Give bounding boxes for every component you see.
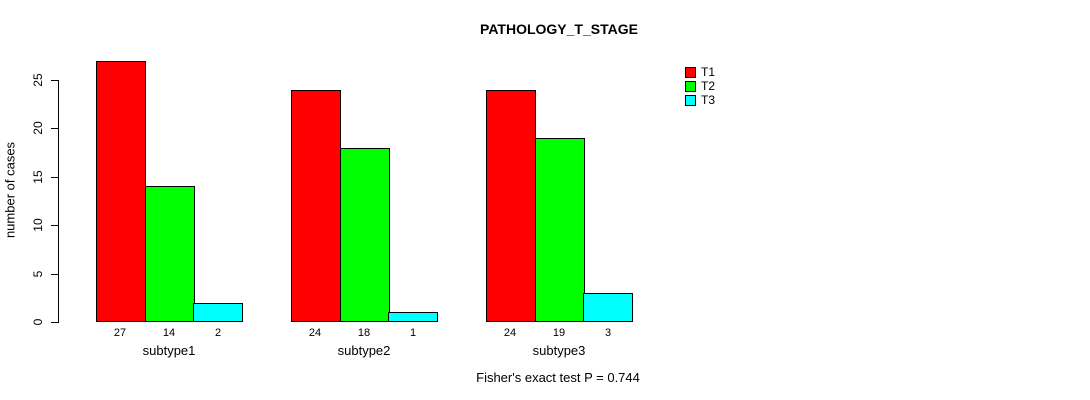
- bar-t3-subtype2: [388, 312, 438, 322]
- x-category-label: subtype3: [532, 343, 586, 358]
- y-tick: [51, 274, 58, 275]
- bar-value-label: 2: [214, 327, 222, 339]
- legend-swatch-t3: [685, 94, 696, 106]
- legend-item-t3: T3: [685, 93, 715, 107]
- legend-label: T3: [701, 93, 716, 107]
- bar-value-label: 14: [162, 327, 176, 339]
- fisher-test-caption: Fisher's exact test P = 0.744: [476, 370, 640, 385]
- legend-item-t1: T1: [685, 65, 715, 79]
- y-tick-label: 20: [31, 121, 45, 135]
- bar-value-label: 24: [503, 327, 517, 339]
- bar-t2-subtype2: [340, 148, 390, 322]
- x-category-label: subtype2: [337, 343, 391, 358]
- legend-item-t2: T2: [685, 79, 715, 93]
- bar-value-label: 19: [552, 327, 566, 339]
- legend-swatch-t2: [685, 80, 696, 92]
- bar-t2-subtype1: [145, 186, 195, 322]
- y-axis-label: number of cases: [2, 141, 18, 239]
- bar-t3-subtype3: [583, 293, 633, 322]
- legend-swatch-t1: [685, 66, 696, 78]
- y-tick-label: 15: [31, 170, 45, 184]
- legend: T1 T2 T3: [685, 65, 715, 107]
- y-tick-label: 10: [31, 218, 45, 232]
- bar-value-label: 1: [409, 327, 417, 339]
- y-tick: [51, 177, 58, 178]
- y-tick: [51, 322, 58, 323]
- legend-label: T1: [701, 65, 716, 79]
- y-tick-label: 25: [31, 73, 45, 87]
- bar-t3-subtype1: [193, 303, 243, 322]
- bar-value-label: 27: [113, 327, 127, 339]
- x-category-label: subtype1: [142, 343, 196, 358]
- bar-value-label: 18: [357, 327, 371, 339]
- bar-t2-subtype3: [535, 138, 585, 322]
- y-tick-label: 0: [31, 318, 45, 326]
- y-tick: [51, 225, 58, 226]
- bar-value-label: 3: [604, 327, 612, 339]
- bar-value-label: 24: [308, 327, 322, 339]
- chart-title: PATHOLOGY_T_STAGE: [480, 21, 638, 37]
- y-tick-label: 5: [31, 270, 45, 278]
- y-axis-line: [58, 80, 59, 323]
- bar-t1-subtype2: [291, 90, 341, 322]
- y-tick: [51, 128, 58, 129]
- bar-t1-subtype3: [486, 90, 536, 322]
- y-tick: [51, 80, 58, 81]
- legend-label: T2: [701, 79, 716, 93]
- bar-t1-subtype1: [96, 61, 146, 322]
